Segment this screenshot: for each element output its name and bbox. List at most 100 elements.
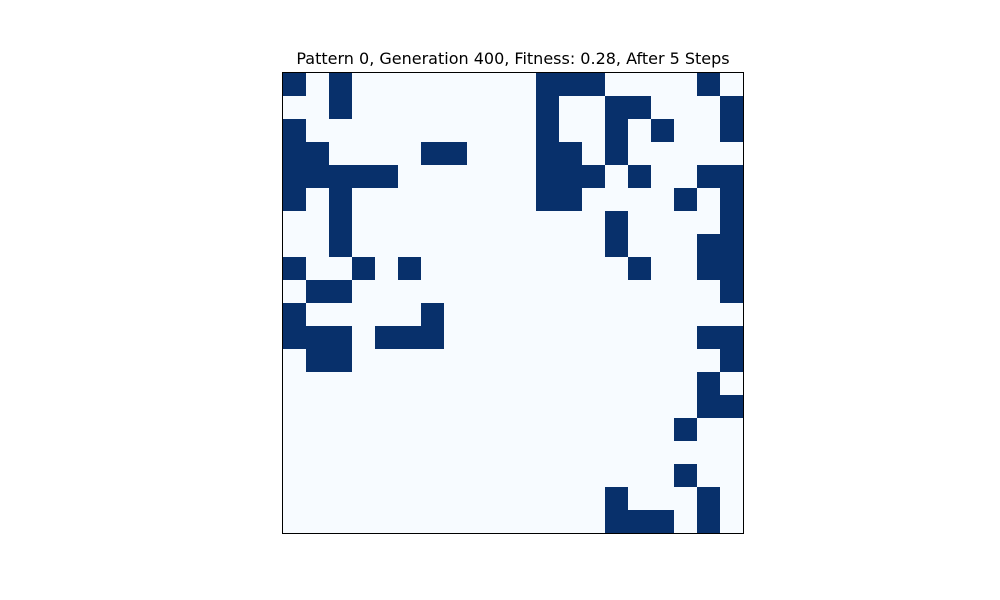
heatmap-cell-r7-c4 bbox=[375, 234, 399, 258]
heatmap-cell-r11-c7 bbox=[444, 326, 468, 350]
heatmap-cell-r8-c3 bbox=[352, 257, 376, 281]
heatmap-cell-r1-c17 bbox=[674, 96, 698, 120]
heatmap-cell-r2-c0 bbox=[283, 119, 307, 143]
heatmap-cell-r16-c1 bbox=[306, 441, 330, 465]
heatmap-cell-r14-c9 bbox=[490, 395, 514, 419]
heatmap-cell-r3-c3 bbox=[352, 142, 376, 166]
heatmap-cell-r10-c0 bbox=[283, 303, 307, 327]
heatmap-cell-r6-c5 bbox=[398, 211, 422, 235]
heatmap-cell-r6-c19 bbox=[720, 211, 744, 235]
heatmap-cell-r13-c5 bbox=[398, 372, 422, 396]
heatmap-cell-r5-c4 bbox=[375, 188, 399, 212]
heatmap-cell-r3-c13 bbox=[582, 142, 606, 166]
heatmap-cell-r18-c14 bbox=[605, 487, 629, 511]
heatmap-cell-r18-c2 bbox=[329, 487, 353, 511]
heatmap-cell-r13-c19 bbox=[720, 372, 744, 396]
heatmap-cell-r11-c3 bbox=[352, 326, 376, 350]
plot-frame bbox=[282, 72, 744, 534]
heatmap-cell-r11-c10 bbox=[513, 326, 537, 350]
heatmap-cell-r12-c2 bbox=[329, 349, 353, 373]
heatmap-cell-r17-c9 bbox=[490, 464, 514, 488]
heatmap-cell-r6-c16 bbox=[651, 211, 675, 235]
heatmap-cell-r17-c14 bbox=[605, 464, 629, 488]
heatmap-cell-r5-c7 bbox=[444, 188, 468, 212]
heatmap-cell-r0-c11 bbox=[536, 73, 560, 97]
heatmap-cell-r18-c19 bbox=[720, 487, 744, 511]
heatmap-cell-r7-c14 bbox=[605, 234, 629, 258]
heatmap-cell-r14-c8 bbox=[467, 395, 491, 419]
heatmap-cell-r7-c15 bbox=[628, 234, 652, 258]
heatmap-cell-r2-c19 bbox=[720, 119, 744, 143]
heatmap-cell-r2-c8 bbox=[467, 119, 491, 143]
heatmap-cell-r10-c15 bbox=[628, 303, 652, 327]
heatmap-cell-r18-c4 bbox=[375, 487, 399, 511]
heatmap-cell-r8-c2 bbox=[329, 257, 353, 281]
heatmap-cell-r15-c19 bbox=[720, 418, 744, 442]
heatmap-cell-r9-c1 bbox=[306, 280, 330, 304]
heatmap-cell-r17-c15 bbox=[628, 464, 652, 488]
heatmap-cell-r17-c1 bbox=[306, 464, 330, 488]
heatmap-cell-r17-c0 bbox=[283, 464, 307, 488]
heatmap-cell-r10-c4 bbox=[375, 303, 399, 327]
heatmap-cell-r5-c1 bbox=[306, 188, 330, 212]
heatmap-cell-r17-c8 bbox=[467, 464, 491, 488]
heatmap-cell-r19-c6 bbox=[421, 510, 445, 534]
heatmap-cell-r6-c13 bbox=[582, 211, 606, 235]
heatmap-cell-r6-c6 bbox=[421, 211, 445, 235]
heatmap-cell-r14-c19 bbox=[720, 395, 744, 419]
heatmap-cell-r8-c4 bbox=[375, 257, 399, 281]
heatmap-cell-r0-c3 bbox=[352, 73, 376, 97]
heatmap-cell-r1-c16 bbox=[651, 96, 675, 120]
heatmap-cell-r12-c19 bbox=[720, 349, 744, 373]
heatmap-cell-r5-c13 bbox=[582, 188, 606, 212]
heatmap-cell-r16-c9 bbox=[490, 441, 514, 465]
heatmap-cell-r16-c11 bbox=[536, 441, 560, 465]
heatmap-cell-r1-c8 bbox=[467, 96, 491, 120]
heatmap-cell-r8-c19 bbox=[720, 257, 744, 281]
heatmap-cell-r10-c13 bbox=[582, 303, 606, 327]
heatmap-cell-r19-c0 bbox=[283, 510, 307, 534]
heatmap-cell-r10-c9 bbox=[490, 303, 514, 327]
heatmap-cell-r5-c19 bbox=[720, 188, 744, 212]
heatmap-cell-r18-c1 bbox=[306, 487, 330, 511]
heatmap-cell-r5-c0 bbox=[283, 188, 307, 212]
heatmap-cell-r6-c9 bbox=[490, 211, 514, 235]
heatmap-cell-r19-c2 bbox=[329, 510, 353, 534]
heatmap-cell-r4-c6 bbox=[421, 165, 445, 189]
heatmap-cell-r12-c15 bbox=[628, 349, 652, 373]
heatmap-cell-r7-c8 bbox=[467, 234, 491, 258]
heatmap-cell-r2-c17 bbox=[674, 119, 698, 143]
heatmap-cell-r1-c19 bbox=[720, 96, 744, 120]
heatmap-cell-r13-c14 bbox=[605, 372, 629, 396]
heatmap-cell-r10-c16 bbox=[651, 303, 675, 327]
heatmap-cell-r10-c6 bbox=[421, 303, 445, 327]
heatmap-cell-r4-c13 bbox=[582, 165, 606, 189]
heatmap-cell-r16-c19 bbox=[720, 441, 744, 465]
heatmap-cell-r8-c6 bbox=[421, 257, 445, 281]
heatmap-cell-r11-c4 bbox=[375, 326, 399, 350]
heatmap-cell-r19-c11 bbox=[536, 510, 560, 534]
heatmap-cell-r11-c9 bbox=[490, 326, 514, 350]
heatmap-cell-r4-c14 bbox=[605, 165, 629, 189]
heatmap-cell-r15-c10 bbox=[513, 418, 537, 442]
heatmap-cell-r10-c7 bbox=[444, 303, 468, 327]
heatmap-cell-r12-c9 bbox=[490, 349, 514, 373]
heatmap-cell-r1-c14 bbox=[605, 96, 629, 120]
heatmap-cell-r2-c12 bbox=[559, 119, 583, 143]
heatmap-cell-r9-c5 bbox=[398, 280, 422, 304]
heatmap-cell-r6-c10 bbox=[513, 211, 537, 235]
heatmap-cell-r13-c17 bbox=[674, 372, 698, 396]
heatmap-cell-r15-c13 bbox=[582, 418, 606, 442]
heatmap-cell-r11-c17 bbox=[674, 326, 698, 350]
heatmap-cell-r13-c8 bbox=[467, 372, 491, 396]
heatmap-cell-r14-c12 bbox=[559, 395, 583, 419]
heatmap-cell-r19-c9 bbox=[490, 510, 514, 534]
heatmap-cell-r14-c18 bbox=[697, 395, 721, 419]
heatmap-cell-r7-c5 bbox=[398, 234, 422, 258]
heatmap-cell-r4-c18 bbox=[697, 165, 721, 189]
heatmap-cell-r7-c16 bbox=[651, 234, 675, 258]
heatmap-cell-r2-c10 bbox=[513, 119, 537, 143]
heatmap-cell-r13-c16 bbox=[651, 372, 675, 396]
heatmap-cell-r7-c1 bbox=[306, 234, 330, 258]
